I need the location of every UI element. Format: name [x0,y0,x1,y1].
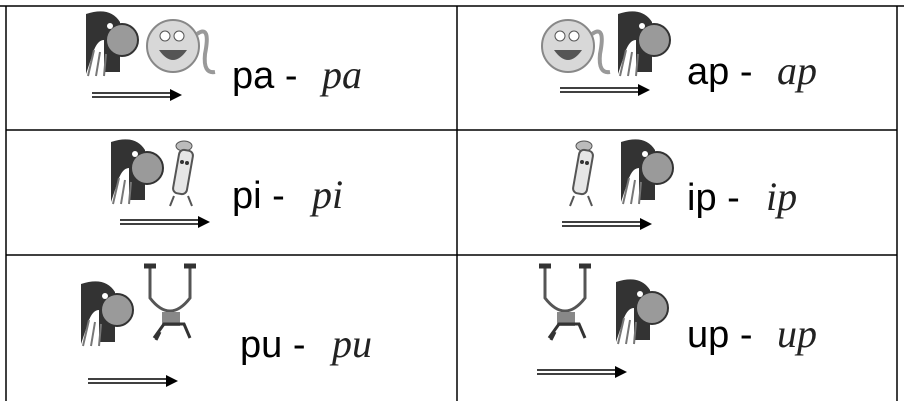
syllable: ip - [687,177,740,219]
illustration [169,140,195,207]
illustration [569,140,595,207]
cursive-syllable: pi [309,172,343,217]
arrow [561,217,653,231]
cursive-syllable: pa [319,52,362,97]
cursive-syllable: pu [329,321,372,366]
illustration [617,10,671,77]
illustration [85,10,139,77]
arrow [87,374,179,388]
illustration [620,138,674,205]
arrow [91,88,183,102]
syllable: ap - [687,51,752,93]
syllable: pu - [240,324,305,366]
illustration [110,138,164,205]
illustration [539,266,591,340]
illustration [80,280,134,347]
syllable: pi - [232,175,285,217]
arrow [559,83,651,97]
illustration [540,18,612,75]
syllable: up - [687,314,752,356]
table-rules [0,5,904,401]
illustration [145,18,217,75]
illustration [144,266,196,340]
illustration [615,278,669,345]
cursive-syllable: ap [777,48,817,93]
cursive-syllable: up [777,311,817,356]
cursive-syllable: ip [766,174,797,219]
syllable: pa - [232,55,297,97]
arrow [119,215,211,229]
arrow [536,365,628,379]
